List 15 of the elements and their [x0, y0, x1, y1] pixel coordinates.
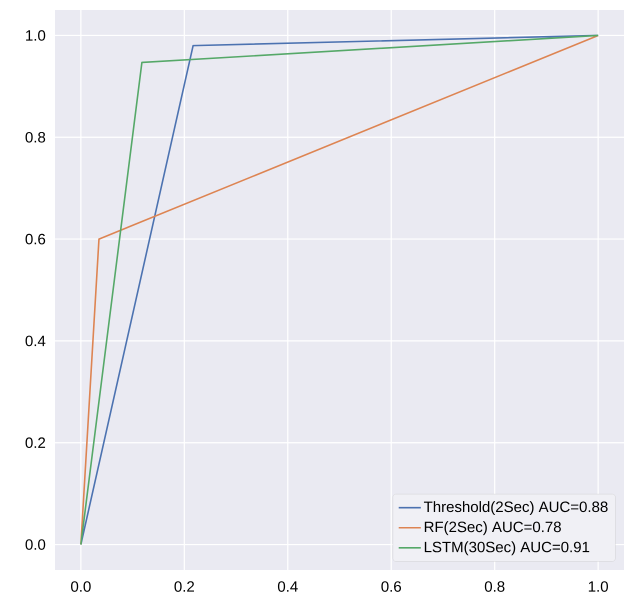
legend-label: RF(2Sec) AUC=0.78 [424, 521, 561, 536]
x-tick-label: 0.4 [278, 581, 298, 592]
x-tick-label: 0.8 [484, 581, 504, 592]
legend-label: LSTM(30Sec) AUC=0.91 [424, 541, 590, 556]
y-tick-label: 1.0 [26, 30, 46, 41]
x-tick-label: 1.0 [588, 581, 608, 592]
y-tick-label: 0.0 [26, 539, 46, 550]
x-tick-label: 0.2 [174, 581, 194, 592]
x-tick-label: 0.0 [71, 581, 91, 592]
y-tick-label: 0.6 [26, 234, 46, 244]
y-tick-label: 0.4 [26, 336, 46, 346]
y-tick-label: 0.8 [26, 132, 46, 143]
x-tick-label: 0.6 [381, 581, 402, 592]
y-tick-label: 0.2 [26, 437, 46, 448]
legend-label: Threshold(2Sec) AUC=0.88 [424, 501, 608, 516]
